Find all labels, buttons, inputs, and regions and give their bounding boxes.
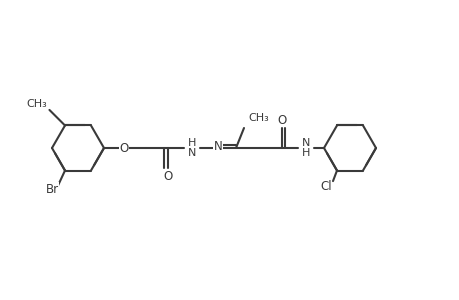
Text: O: O [119,142,129,154]
Text: N: N [213,140,222,152]
Text: CH₃: CH₃ [27,99,47,109]
Text: N
H: N H [301,138,309,158]
Text: Br: Br [45,183,58,196]
Text: H
N: H N [187,138,196,158]
Text: CH₃: CH₃ [247,113,268,123]
Text: O: O [163,169,172,182]
Text: O: O [277,113,286,127]
Text: Cl: Cl [319,180,331,193]
